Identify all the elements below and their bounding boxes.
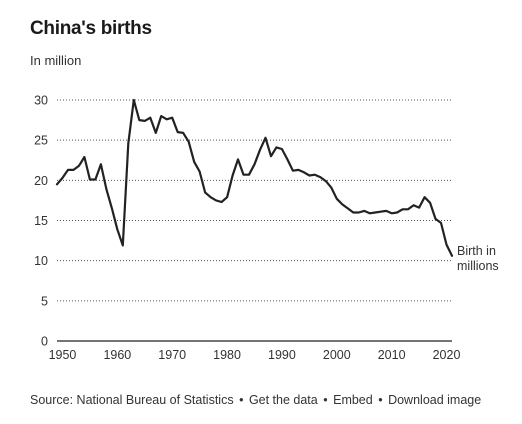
chart-title: China's births (30, 18, 152, 39)
x-tick-label: 1960 (103, 348, 131, 362)
x-tick-label: 1950 (49, 348, 77, 362)
y-tick-label: 25 (34, 134, 48, 148)
chart-footer: Source: National Bureau of Statistics • … (30, 393, 481, 407)
download-image-link[interactable]: Download image (388, 393, 482, 407)
y-tick-label: 30 (34, 94, 48, 108)
x-axis-ticks: 1950 1960 1970 1980 1990 2000 2010 2020 (49, 348, 461, 362)
series-end-labels: Birth in millions (457, 244, 499, 273)
get-data-link[interactable]: Get the data (248, 393, 318, 407)
y-axis-ticks: 0 5 10 15 20 25 30 (34, 94, 48, 349)
gridlines (57, 99, 452, 342)
x-tick-label: 1970 (158, 348, 186, 362)
embed-link[interactable]: Embed (333, 393, 373, 407)
chart-subtitle: In million (30, 53, 82, 68)
x-tick-label: 2000 (323, 348, 351, 362)
births-series-line (55, 98, 454, 257)
series-end-label: Birth in millions (457, 244, 499, 273)
births-line-chart: 0 5 10 15 20 25 30 1950 1960 1970 1980 1990 2000 201… (34, 94, 499, 363)
x-tick-label: 1980 (213, 348, 241, 362)
series-lines (55, 98, 454, 257)
y-tick-label: 20 (34, 174, 48, 188)
y-tick-label: 10 (34, 254, 48, 268)
y-tick-label: 5 (41, 294, 48, 308)
y-tick-label: 15 (34, 214, 48, 228)
y-tick-label: 0 (41, 335, 48, 349)
x-tick-label: 1990 (268, 348, 296, 362)
x-tick-label: 2020 (433, 348, 461, 362)
footer-separator: • (378, 393, 383, 407)
footer-separator: • (239, 393, 244, 407)
footer-separator: • (323, 393, 328, 407)
x-tick-label: 2010 (378, 348, 406, 362)
source-text: Source: National Bureau of Statistics (30, 393, 234, 407)
